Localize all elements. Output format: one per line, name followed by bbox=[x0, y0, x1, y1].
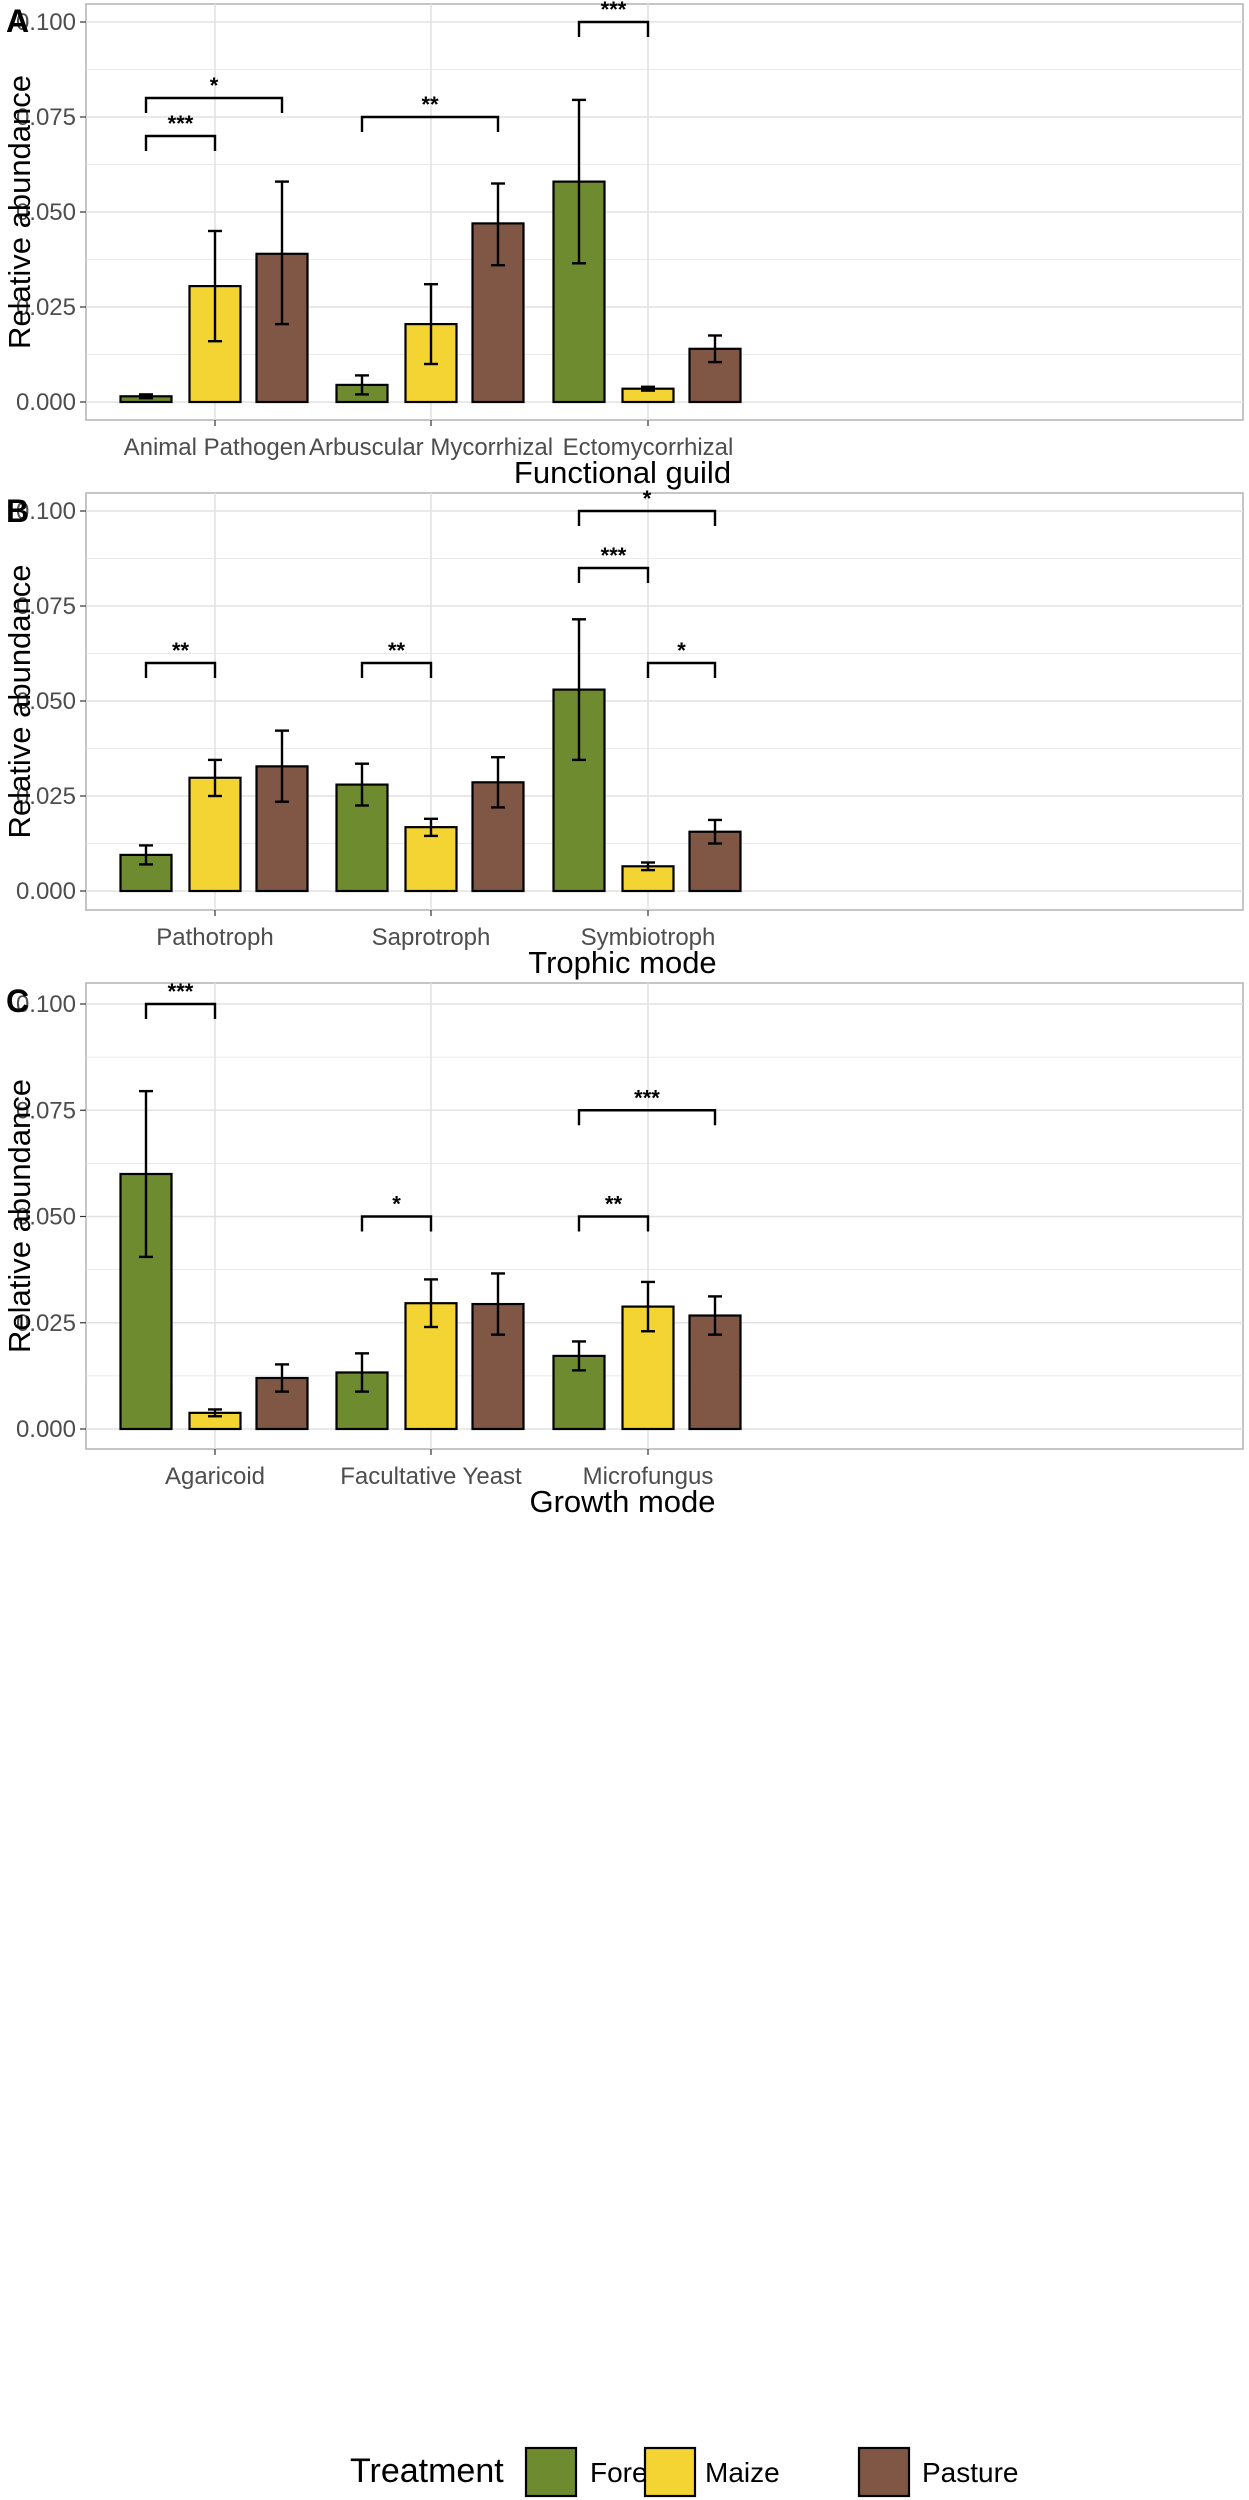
x-tick-label: Saprotroph bbox=[372, 924, 491, 951]
legend-key-maize bbox=[643, 2446, 697, 2498]
significance-bracket bbox=[577, 20, 650, 37]
y-tick-label: 0.025 bbox=[16, 294, 76, 321]
y-tick-label: 0.050 bbox=[16, 199, 76, 226]
y-tick-label: 0.025 bbox=[16, 1310, 76, 1337]
significance-bracket bbox=[360, 115, 500, 132]
significance-bracket bbox=[646, 661, 717, 678]
y-tick-label: 0.025 bbox=[16, 783, 76, 810]
significance-label: *** bbox=[634, 1085, 660, 1110]
panel-letter: C bbox=[6, 983, 29, 1019]
significance-label: ** bbox=[388, 638, 406, 663]
x-tick-label: Animal Pathogen bbox=[124, 434, 307, 461]
legend: Treatment Forest Maize Pasture bbox=[350, 2446, 1019, 2498]
y-tick-label: 0.075 bbox=[16, 104, 76, 131]
significance-label: ** bbox=[605, 1192, 623, 1217]
y-tick-label: 0.000 bbox=[16, 878, 76, 905]
y-tick-label: 0.100 bbox=[16, 991, 76, 1018]
panel-letter: A bbox=[6, 3, 29, 39]
chart-panel-a: 0.0000.0250.0500.0750.100*********Animal… bbox=[2, 0, 1244, 490]
x-tick-label: Microfungus bbox=[583, 1463, 714, 1490]
y-axis-title: Relative abundance bbox=[2, 564, 37, 838]
y-tick-label: 0.075 bbox=[16, 593, 76, 620]
significance-bracket bbox=[360, 661, 433, 678]
legend-title: Treatment bbox=[350, 2452, 504, 2490]
significance-bracket bbox=[577, 509, 717, 526]
significance-label: *** bbox=[168, 111, 194, 136]
x-axis-title: Functional guild bbox=[514, 455, 731, 490]
significance-label: * bbox=[677, 638, 686, 663]
bar-forest bbox=[119, 853, 173, 893]
significance-label: * bbox=[392, 1192, 401, 1217]
legend-key-forest bbox=[524, 2446, 578, 2498]
legend-label-pasture: Pasture bbox=[922, 2457, 1019, 2488]
significance-bracket bbox=[577, 1215, 650, 1232]
y-tick-label: 0.000 bbox=[16, 389, 76, 416]
x-tick-label: Symbiotroph bbox=[581, 924, 716, 951]
y-tick-label: 0.000 bbox=[16, 1416, 76, 1443]
significance-bracket bbox=[144, 661, 217, 678]
legend-label-maize: Maize bbox=[705, 2457, 780, 2488]
significance-bracket bbox=[144, 1002, 217, 1019]
y-axis-title: Relative abundance bbox=[2, 75, 37, 349]
bar-pasture bbox=[688, 830, 742, 893]
legend-key-pasture bbox=[857, 2446, 911, 2498]
y-tick-label: 0.050 bbox=[16, 1204, 76, 1231]
significance-bracket bbox=[144, 134, 217, 151]
significance-bracket bbox=[577, 1109, 717, 1126]
x-tick-label: Agaricoid bbox=[165, 1463, 265, 1490]
y-tick-label: 0.075 bbox=[16, 1097, 76, 1124]
y-axis-title: Relative abundance bbox=[2, 1079, 37, 1353]
significance-label: *** bbox=[601, 0, 627, 22]
panel-letter: B bbox=[6, 493, 29, 529]
significance-label: * bbox=[643, 486, 652, 511]
x-tick-label: Pathotroph bbox=[156, 924, 273, 951]
significance-label: * bbox=[210, 73, 219, 98]
significance-bracket bbox=[144, 96, 284, 113]
x-axis-title: Growth mode bbox=[529, 1484, 715, 1519]
y-tick-label: 0.050 bbox=[16, 688, 76, 715]
significance-bracket bbox=[577, 566, 650, 583]
significance-label: ** bbox=[172, 638, 190, 663]
bar-maize bbox=[404, 826, 458, 893]
significance-bracket bbox=[360, 1215, 433, 1232]
x-tick-label: Ectomycorrhizal bbox=[563, 434, 734, 461]
y-tick-label: 0.100 bbox=[16, 498, 76, 525]
x-axis-title: Trophic mode bbox=[528, 945, 716, 980]
significance-label: *** bbox=[601, 543, 627, 568]
x-tick-label: Arbuscular Mycorrhizal bbox=[309, 434, 553, 461]
significance-label: ** bbox=[421, 92, 439, 117]
bar-maize bbox=[188, 776, 242, 893]
significance-label: *** bbox=[168, 979, 194, 1004]
y-tick-label: 0.100 bbox=[16, 9, 76, 36]
x-tick-label: Facultative Yeast bbox=[340, 1463, 522, 1490]
